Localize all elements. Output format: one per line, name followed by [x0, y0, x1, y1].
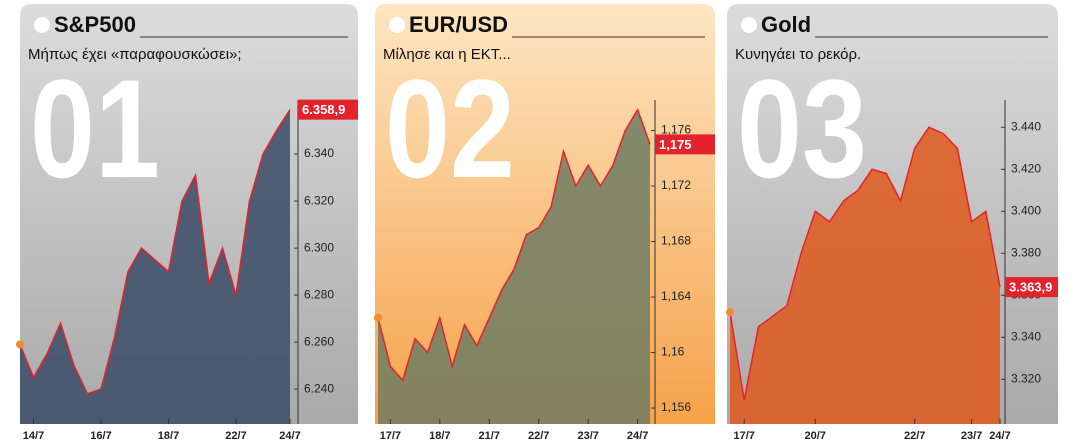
value-label-box — [1005, 277, 1058, 298]
x-tick-label: 24/7 — [989, 430, 1010, 442]
area — [730, 127, 1000, 425]
y-tick-label: 1,168 — [661, 234, 691, 248]
bullet — [34, 17, 50, 33]
y-tick-label: 3.320 — [1011, 371, 1041, 385]
area — [378, 109, 650, 424]
value-label: 6.358,9 — [302, 102, 345, 117]
y-tick-label: 3.340 — [1011, 329, 1041, 343]
x-tick-label: 24/7 — [279, 430, 300, 442]
x-tick-label: 22/7 — [528, 430, 549, 442]
value-label: 1,175 — [659, 137, 692, 152]
x-tick-label: 21/7 — [479, 430, 500, 442]
panel-subtitle: Κυνηγάει το ρεκόρ. — [735, 46, 861, 63]
y-tick-label: 3.440 — [1011, 119, 1041, 133]
start-dot — [726, 308, 734, 317]
x-tick-label: 14/7 — [23, 430, 44, 442]
y-tick-label: 1,164 — [661, 289, 691, 303]
panel-subtitle: Μίλησε και η ΕΚΤ... — [383, 46, 511, 63]
x-tick-label: 24/7 — [627, 430, 648, 442]
y-tick-label: 3.400 — [1011, 203, 1041, 217]
x-tick-label: 22/7 — [904, 430, 925, 442]
y-tick-label: 6.280 — [304, 287, 334, 301]
start-dot — [16, 340, 24, 349]
panel-title: EUR/USD — [409, 12, 508, 37]
y-tick-label: 6.260 — [304, 334, 334, 348]
panel-title: S&P500 — [54, 12, 136, 37]
bullet — [741, 17, 757, 33]
panel-number: 03 — [737, 50, 867, 207]
x-tick-label: 22/7 — [225, 430, 246, 442]
line — [19, 109, 291, 395]
x-tick-label: 17/7 — [380, 430, 401, 442]
y-tick-label: 1,156 — [661, 400, 691, 414]
x-tick-label: 17/7 — [733, 430, 754, 442]
value-label-box — [655, 134, 715, 155]
value-label: 3.363,9 — [1009, 280, 1052, 295]
bullet — [389, 17, 405, 33]
x-tick-label: 18/7 — [158, 430, 179, 442]
panel-title: Gold — [761, 12, 811, 37]
start-dot — [374, 313, 382, 322]
y-tick-label: 3.420 — [1011, 161, 1041, 175]
panel-number: 02 — [385, 50, 515, 207]
x-tick-label: 18/7 — [429, 430, 450, 442]
y-tick-label: 6.240 — [304, 381, 334, 395]
panel: EUR/USD Μίλησε και η ΕΚΤ...02 1,156 1,16 1,1… — [374, 4, 715, 442]
y-tick-label: 6.340 — [304, 146, 334, 160]
x-tick-label: 20/7 — [805, 430, 826, 442]
x-tick-label: 16/7 — [90, 430, 111, 442]
y-tick-label: 3.380 — [1011, 245, 1041, 259]
y-tick-label: 1,172 — [661, 178, 691, 192]
panel-subtitle: Μήπως έχει «παραφουσκώσει»; — [28, 46, 242, 63]
x-tick-label: 23/7 — [577, 430, 598, 442]
line — [729, 126, 1001, 401]
x-tick-label: 23/7 — [961, 430, 982, 442]
y-tick-label: 6.320 — [304, 193, 334, 207]
line — [377, 107, 651, 382]
y-tick-label: 6.300 — [304, 240, 334, 254]
panel: S&P500 Μήπως έχει «παραφουσκώσει»;01 6.240… — [16, 4, 358, 442]
y-tick-label: 1,176 — [661, 123, 691, 137]
value-label-box — [298, 99, 358, 120]
panel-number: 01 — [30, 50, 160, 207]
area — [20, 109, 290, 424]
y-tick-label: 1,16 — [661, 345, 685, 359]
